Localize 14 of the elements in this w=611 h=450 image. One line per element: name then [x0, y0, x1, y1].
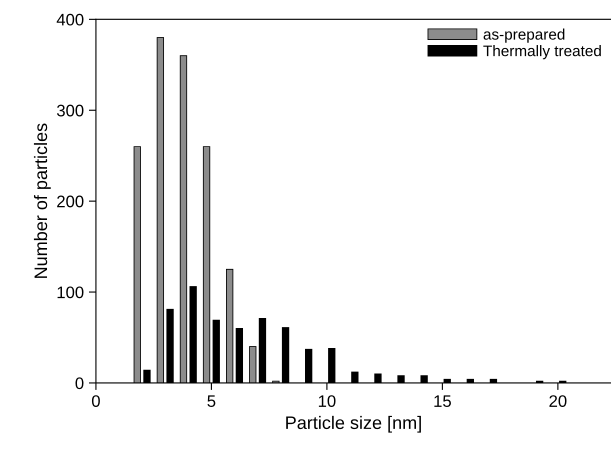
- x-tick-label: 15: [434, 395, 451, 407]
- y-tick-label: 100: [58, 286, 84, 298]
- x-tick-label: 20: [549, 395, 566, 407]
- y-tick-label: 200: [57, 196, 84, 208]
- y-tick-label: 0: [76, 377, 84, 390]
- y-axis-title: Number of particles: [34, 124, 51, 278]
- legend-label: as-prepared: [484, 28, 564, 43]
- x-tick-label: 0: [92, 395, 100, 407]
- y-tick-label: 300: [56, 104, 84, 116]
- legend-label: Thermally treated: [483, 45, 601, 60]
- x-axis-title: Particle size [nm]: [286, 416, 421, 433]
- x-tick-label: 10: [318, 395, 336, 407]
- x-tick-label: 5: [207, 395, 216, 407]
- y-tick-label: 400: [56, 14, 84, 26]
